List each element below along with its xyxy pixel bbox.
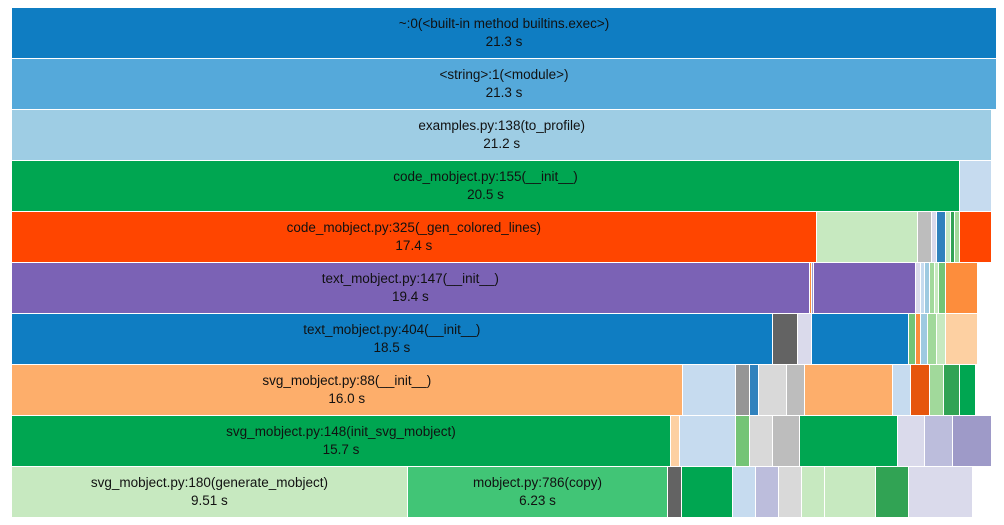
frame-time: 21.3 s: [485, 34, 523, 49]
frame-time: 21.2 s: [483, 136, 521, 151]
frame-block[interactable]: svg_mobject.py:148(init_svg_mobject) 15.7…: [12, 416, 670, 466]
frame-time: 15.7 s: [322, 442, 360, 457]
frame-sliver[interactable]: [802, 467, 825, 517]
frame-sliver[interactable]: [876, 467, 908, 517]
frame-label: svg_mobject.py:180(generate_mobject): [90, 475, 328, 490]
frame-block[interactable]: svg_mobject.py:180(generate_mobject) 9.51…: [12, 467, 407, 517]
frame-sliver[interactable]: [929, 263, 934, 313]
frame-sliver[interactable]: [927, 314, 936, 364]
frame-sliver[interactable]: [953, 416, 992, 466]
frame-sliver[interactable]: [668, 467, 682, 517]
frame-label: <string>:1(<module>): [439, 67, 569, 82]
frame-label: code_mobject.py:325(_gen_colored_lines): [286, 220, 542, 235]
frame-block[interactable]: svg_mobject.py:88(__init__) 16.0 s: [12, 365, 682, 415]
frame-sliver[interactable]: [732, 467, 756, 517]
frame-label: svg_mobject.py:148(init_svg_mobject): [226, 424, 456, 439]
frame-sliver[interactable]: [772, 314, 798, 364]
frame-sliver[interactable]: [960, 161, 992, 211]
frame-sliver[interactable]: [992, 110, 996, 160]
frame-sliver[interactable]: [936, 314, 946, 364]
frame-sliver[interactable]: [816, 212, 918, 262]
frame-block[interactable]: text_mobject.py:404(__init__) 18.5 s: [12, 314, 772, 364]
frame-time: 18.5 s: [373, 340, 411, 355]
frame-sliver[interactable]: [809, 263, 811, 313]
frame-time: 21.3 s: [485, 85, 523, 100]
frame-sliver[interactable]: [735, 416, 749, 466]
frame-sliver[interactable]: [946, 263, 978, 313]
frame-sliver[interactable]: [812, 263, 814, 313]
frame-sliver[interactable]: [955, 212, 959, 262]
frame-sliver[interactable]: [929, 365, 943, 415]
frame-label: svg_mobject.py:88(__init__): [262, 373, 432, 388]
frame-sliver[interactable]: [779, 467, 802, 517]
frame-sliver[interactable]: [918, 212, 932, 262]
frame-sliver[interactable]: [920, 314, 927, 364]
frame-sliver[interactable]: [936, 212, 946, 262]
frame-block[interactable]: ~:0(<built-in method builtins.exec>) 21.3…: [12, 8, 996, 58]
frame-time: 9.51 s: [191, 493, 228, 508]
frame-sliver[interactable]: [758, 365, 786, 415]
frame-sliver[interactable]: [911, 365, 929, 415]
frame-sliver[interactable]: [939, 263, 946, 313]
frame-sliver[interactable]: [920, 263, 925, 313]
frame-sliver[interactable]: [925, 416, 953, 466]
frame-time: 16.0 s: [328, 391, 366, 406]
frame-sliver[interactable]: [943, 365, 959, 415]
frame-sliver[interactable]: [670, 416, 680, 466]
frame-sliver[interactable]: [925, 263, 929, 313]
frame-sliver[interactable]: [772, 416, 800, 466]
frame-sliver[interactable]: [908, 467, 973, 517]
frame-label: text_mobject.py:404(__init__): [303, 322, 481, 337]
frame-block[interactable]: code_mobject.py:325(_gen_colored_lines) 1…: [12, 212, 816, 262]
frame-time: 6.23 s: [519, 493, 556, 508]
frame-sliver[interactable]: [786, 365, 805, 415]
frame-sliver[interactable]: [932, 212, 936, 262]
frame-sliver[interactable]: [909, 314, 916, 364]
frame-label: examples.py:138(to_profile): [418, 118, 585, 133]
frame-sliver[interactable]: [749, 365, 758, 415]
frame-sliver[interactable]: [798, 314, 811, 364]
frame-sliver[interactable]: [756, 467, 779, 517]
frame-sliver[interactable]: [916, 314, 920, 364]
frame-sliver[interactable]: [812, 314, 909, 364]
frame-sliver[interactable]: [897, 416, 925, 466]
frame-sliver[interactable]: [800, 416, 897, 466]
frame-sliver[interactable]: [892, 365, 911, 415]
frame-sliver[interactable]: [749, 416, 772, 466]
frame-sliver[interactable]: [682, 365, 735, 415]
frame-sliver[interactable]: [825, 467, 876, 517]
frame-sliver[interactable]: [934, 263, 939, 313]
frame-sliver[interactable]: [805, 365, 892, 415]
frame-time: 19.4 s: [391, 289, 429, 304]
frame-sliver[interactable]: [950, 212, 955, 262]
frame-sliver[interactable]: [735, 365, 749, 415]
frame-block[interactable]: mobject.py:786(copy) 6.23 s: [407, 467, 668, 517]
frame-sliver[interactable]: [960, 365, 976, 415]
frame-block[interactable]: text_mobject.py:147(__init__) 19.4 s: [12, 263, 809, 313]
frame-label: mobject.py:786(copy): [472, 475, 603, 490]
frame-sliver[interactable]: [814, 263, 916, 313]
frame-sliver[interactable]: [960, 212, 992, 262]
frame-time: 20.5 s: [467, 187, 504, 202]
frame-block[interactable]: code_mobject.py:155(__init__) 20.5 s: [12, 161, 959, 211]
frame-sliver[interactable]: [680, 416, 735, 466]
frame-time: 17.4 s: [395, 238, 433, 253]
frame-block[interactable]: examples.py:138(to_profile) 21.2 s: [12, 110, 992, 160]
frame-block[interactable]: <string>:1(<module>) 21.3 s: [12, 59, 996, 109]
frame-sliver[interactable]: [946, 212, 950, 262]
frame-label: text_mobject.py:147(__init__): [321, 271, 499, 286]
frame-sliver[interactable]: [946, 314, 978, 364]
frame-sliver[interactable]: [916, 263, 920, 313]
frame-sliver[interactable]: [682, 467, 732, 517]
frame-label: code_mobject.py:155(__init__): [393, 169, 578, 184]
frame-label: ~:0(<built-in method builtins.exec>): [398, 16, 610, 31]
